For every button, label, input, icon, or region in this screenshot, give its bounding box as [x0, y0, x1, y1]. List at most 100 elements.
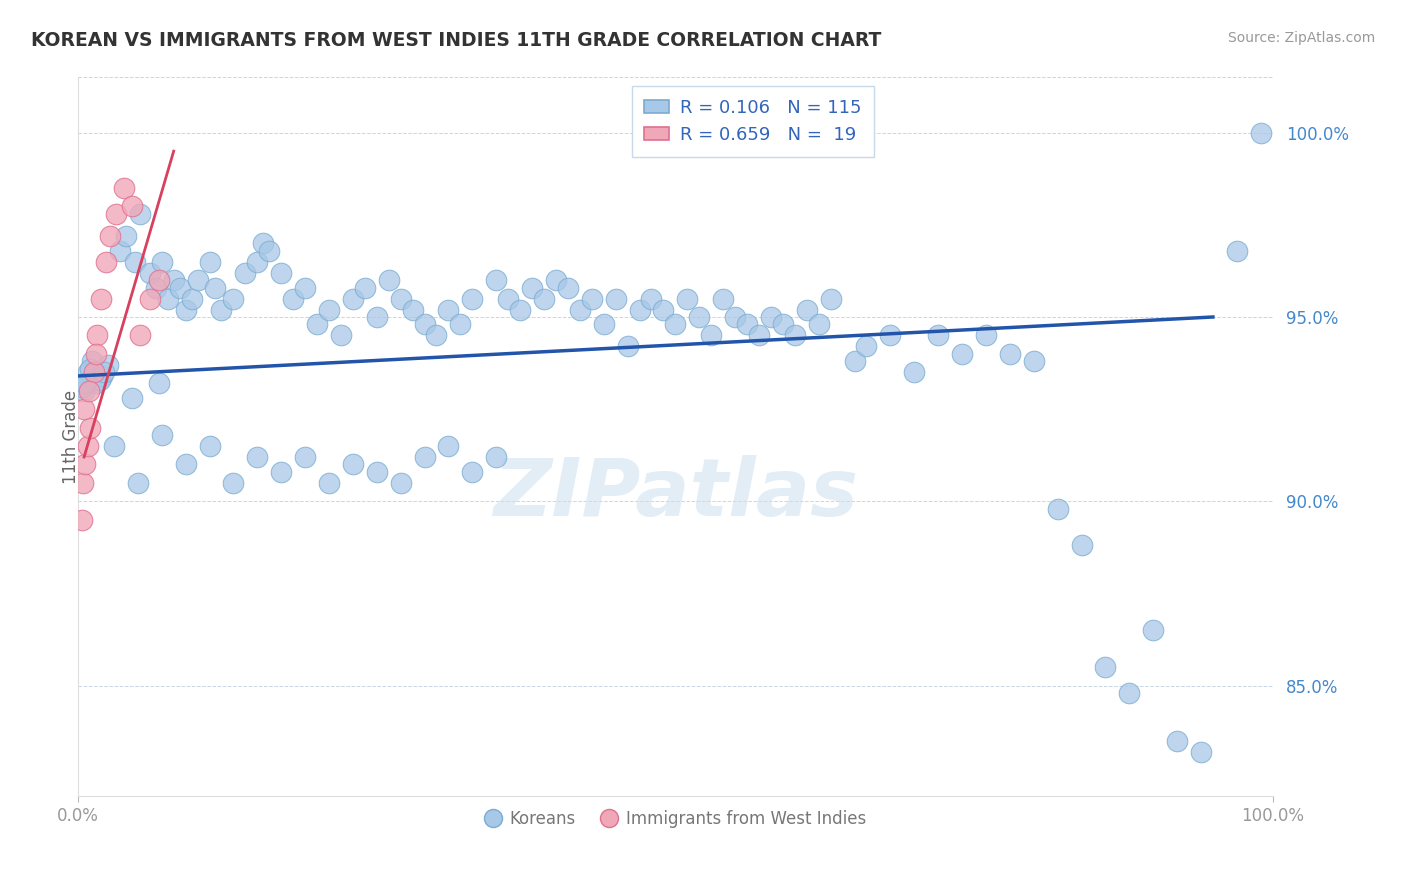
- Point: [97, 358, 120, 372]
- Point: [75, 376, 97, 391]
- Point: [270, 465, 292, 479]
- Point: [318, 475, 340, 490]
- Point: [93, 365, 115, 379]
- Point: [98, 228, 121, 243]
- Point: [676, 292, 699, 306]
- Point: [103, 439, 125, 453]
- Point: [652, 302, 675, 317]
- Point: [198, 254, 221, 268]
- Point: [1166, 734, 1188, 748]
- Point: [70, 380, 93, 394]
- Point: [342, 458, 364, 472]
- Point: [855, 339, 877, 353]
- Point: [389, 475, 412, 490]
- Point: [156, 292, 179, 306]
- Point: [76, 365, 98, 379]
- Point: [1094, 660, 1116, 674]
- Point: [79, 361, 101, 376]
- Point: [129, 328, 152, 343]
- Point: [211, 302, 233, 317]
- Point: [449, 318, 471, 332]
- Point: [1189, 745, 1212, 759]
- Point: [700, 328, 723, 343]
- Point: [366, 310, 388, 324]
- Point: [169, 280, 191, 294]
- Point: [413, 450, 436, 464]
- Point: [735, 318, 758, 332]
- Point: [257, 244, 280, 258]
- Point: [544, 273, 567, 287]
- Point: [75, 458, 97, 472]
- Point: [509, 302, 531, 317]
- Point: [73, 384, 96, 398]
- Point: [605, 292, 627, 306]
- Point: [974, 328, 997, 343]
- Point: [342, 292, 364, 306]
- Point: [724, 310, 747, 324]
- Point: [772, 318, 794, 332]
- Point: [1142, 624, 1164, 638]
- Legend: Koreans, Immigrants from West Indies: Koreans, Immigrants from West Indies: [478, 803, 873, 835]
- Point: [124, 254, 146, 268]
- Point: [148, 273, 170, 287]
- Point: [820, 292, 842, 306]
- Point: [998, 347, 1021, 361]
- Point: [150, 254, 173, 268]
- Point: [520, 280, 543, 294]
- Point: [112, 181, 135, 195]
- Point: [222, 292, 245, 306]
- Point: [305, 318, 328, 332]
- Point: [174, 458, 197, 472]
- Point: [413, 318, 436, 332]
- Point: [129, 207, 152, 221]
- Point: [557, 280, 579, 294]
- Point: [84, 347, 107, 361]
- Point: [108, 244, 131, 258]
- Point: [1250, 126, 1272, 140]
- Point: [1070, 539, 1092, 553]
- Point: [86, 328, 108, 343]
- Point: [616, 339, 638, 353]
- Point: [281, 292, 304, 306]
- Point: [73, 402, 96, 417]
- Point: [174, 302, 197, 317]
- Text: Source: ZipAtlas.com: Source: ZipAtlas.com: [1227, 31, 1375, 45]
- Point: [1118, 686, 1140, 700]
- Point: [94, 254, 117, 268]
- Point: [82, 354, 104, 368]
- Point: [640, 292, 662, 306]
- Text: KOREAN VS IMMIGRANTS FROM WEST INDIES 11TH GRADE CORRELATION CHART: KOREAN VS IMMIGRANTS FROM WEST INDIES 11…: [31, 31, 882, 50]
- Point: [496, 292, 519, 306]
- Point: [688, 310, 710, 324]
- Point: [121, 391, 143, 405]
- Point: [127, 475, 149, 490]
- Point: [533, 292, 555, 306]
- Point: [425, 328, 447, 343]
- Point: [461, 292, 484, 306]
- Point: [89, 373, 111, 387]
- Point: [1226, 244, 1249, 258]
- Point: [796, 302, 818, 317]
- Point: [401, 302, 423, 317]
- Point: [222, 475, 245, 490]
- Point: [664, 318, 686, 332]
- Point: [204, 280, 226, 294]
- Point: [252, 236, 274, 251]
- Point: [485, 450, 508, 464]
- Point: [70, 513, 93, 527]
- Point: [139, 292, 162, 306]
- Point: [927, 328, 949, 343]
- Point: [711, 292, 734, 306]
- Point: [568, 302, 591, 317]
- Point: [84, 376, 107, 391]
- Point: [90, 292, 112, 306]
- Point: [145, 280, 167, 294]
- Point: [903, 365, 925, 379]
- Point: [79, 420, 101, 434]
- Point: [592, 318, 614, 332]
- Point: [72, 475, 94, 490]
- Point: [844, 354, 866, 368]
- Y-axis label: 11th Grade: 11th Grade: [62, 390, 80, 483]
- Point: [150, 428, 173, 442]
- Point: [437, 439, 460, 453]
